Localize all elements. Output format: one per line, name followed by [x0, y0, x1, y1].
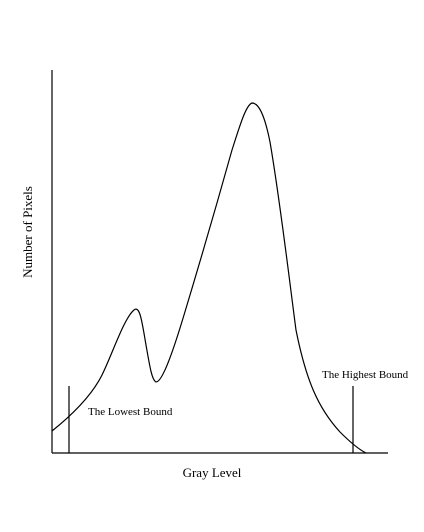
y-axis-label: Number of Pixels [20, 186, 35, 278]
lowest-bound-label: The Lowest Bound [88, 406, 173, 418]
histogram-curve [51, 102, 367, 454]
highest-bound-label: The Highest Bound [322, 369, 409, 381]
x-axis-label: Gray Level [183, 465, 242, 480]
